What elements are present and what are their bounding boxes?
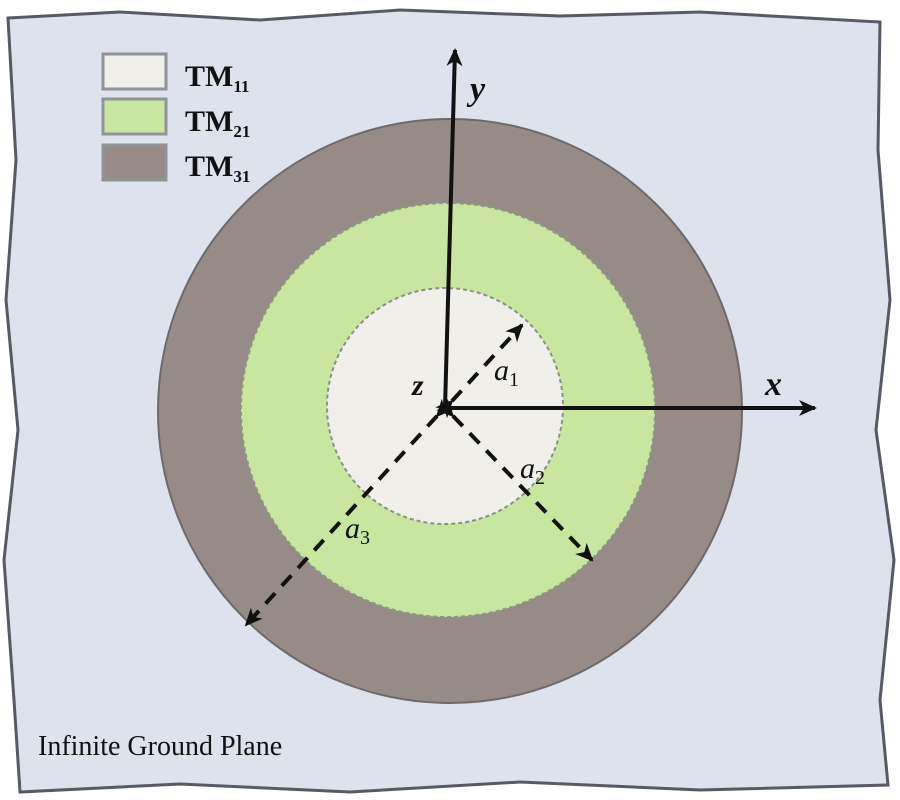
legend-swatch-tm21 [101,97,168,136]
legend: TM11 TM21 TM31 [101,52,250,186]
a1-arrow [435,323,524,419]
legend-label-tm11: TM11 [185,60,249,96]
legend-swatch-tm11 [101,52,168,91]
legend-label-tm31: TM31 [185,150,250,186]
z-axis-label: z [411,369,424,402]
origin [440,403,450,413]
a1-label: a1 [494,354,519,391]
x-axis-label: x [764,366,782,403]
y-axis-label: y [466,71,486,108]
legend-swatch-tm31 [101,143,168,182]
a3-label: a3 [345,512,370,549]
a2-label: a2 [520,452,545,489]
legend-label-tm21: TM21 [185,105,250,141]
ground-plane-caption: Infinite Ground Plane [38,731,282,762]
a2-arrow [436,398,594,562]
